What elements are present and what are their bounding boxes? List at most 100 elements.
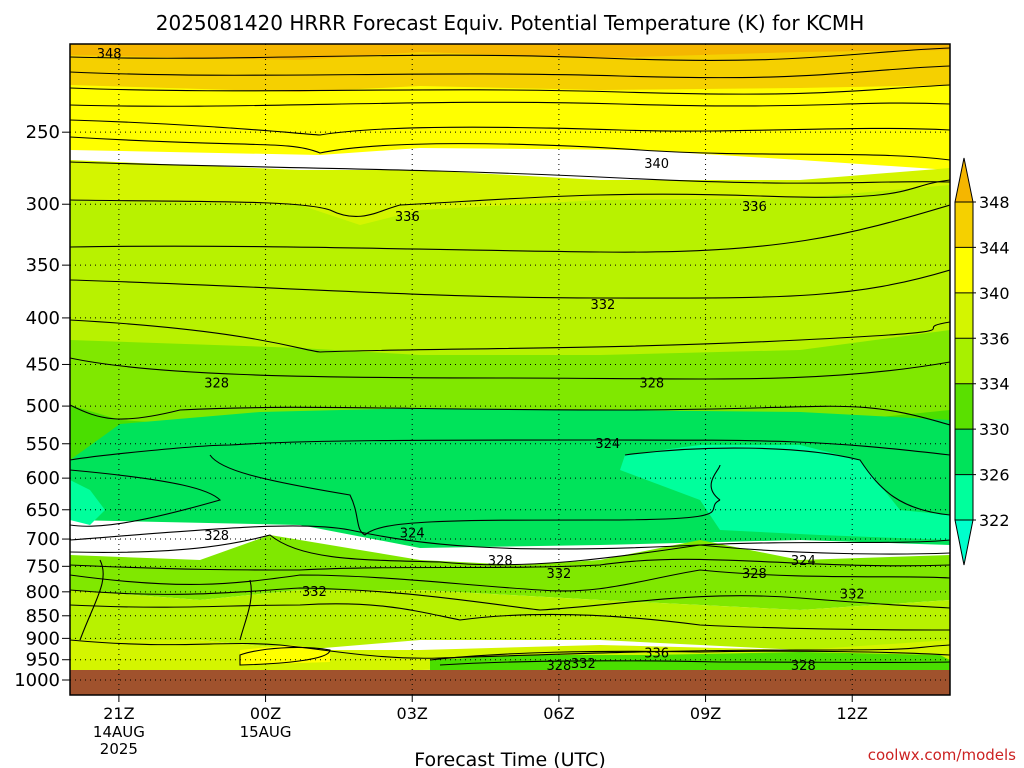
x-tick-label: 21Z	[103, 704, 134, 723]
contour-label: 328	[546, 659, 571, 674]
contour-fill-layer	[70, 44, 950, 695]
y-tick-label: 450	[26, 354, 60, 375]
x-tick-sublabel: 14AUG	[93, 723, 145, 741]
contour-label: 324	[595, 437, 620, 452]
band-334-336	[70, 185, 950, 390]
contour-label: 332	[840, 587, 865, 602]
contour-line	[70, 439, 950, 461]
x-tick-label: 03Z	[397, 704, 428, 723]
legend-label: 330	[979, 420, 1010, 439]
contour-line	[70, 558, 950, 571]
contour-line	[439, 660, 950, 666]
legend-label: 340	[979, 284, 1010, 303]
y-tick-label: 400	[26, 308, 60, 329]
contour-line	[70, 319, 950, 353]
credit-text: coolwx.com/models	[868, 746, 1016, 764]
band-low-level-green	[70, 535, 950, 610]
legend-label: 326	[979, 466, 1010, 485]
contour-label: 340	[644, 157, 669, 172]
contour-line	[70, 179, 950, 218]
y-tick-label: 800	[26, 582, 60, 603]
contour-line	[70, 47, 950, 61]
y-tick-label: 650	[26, 500, 60, 521]
contour-line	[239, 647, 331, 666]
contour-line	[70, 136, 950, 161]
contour-label: 328	[488, 554, 513, 569]
contour-label: 332	[571, 657, 596, 672]
contour-label: 324	[791, 554, 816, 569]
contour-label: 328	[791, 659, 816, 674]
legend-label: 322	[979, 511, 1010, 530]
x-tick-label: 06Z	[543, 704, 574, 723]
x-tick-label: 12Z	[837, 704, 868, 723]
contour-line	[429, 650, 950, 661]
contour-line	[239, 579, 252, 641]
x-tick-sublabel: 15AUG	[240, 723, 292, 741]
contour-line	[70, 569, 950, 592]
y-tick-label: 600	[26, 468, 60, 489]
chart-title: 2025081420 HRRR Forecast Equiv. Potentia…	[156, 11, 864, 35]
contour-line	[70, 101, 950, 107]
y-tick-label: 550	[26, 434, 60, 455]
y-tick-label: 950	[26, 650, 60, 671]
contour-line	[70, 161, 950, 184]
contour-label: 348	[97, 47, 122, 62]
contour-line	[710, 464, 721, 501]
legend-swatch	[955, 383, 973, 430]
contour-line	[70, 119, 950, 136]
y-tick-label: 900	[26, 628, 60, 649]
contour-line	[70, 204, 950, 253]
contour-line	[70, 639, 950, 659]
contour-line	[70, 534, 950, 566]
color-legend: 348 344 340 336 334 330 326 322	[954, 157, 1010, 566]
y-tick-label: 850	[26, 606, 60, 627]
plot-frame	[69, 43, 951, 696]
x-tick-label: 00Z	[250, 704, 281, 723]
legend-swatch	[955, 202, 973, 248]
y-tick-label: 700	[26, 529, 60, 550]
contour-label: 332	[546, 567, 571, 582]
y-tick-label: 750	[26, 556, 60, 577]
x-tick-label: 09Z	[690, 704, 721, 723]
legend-label: 334	[979, 375, 1010, 394]
legend-label: 344	[979, 238, 1010, 257]
contour-label: 336	[644, 646, 669, 661]
legend-swatch	[955, 338, 973, 384]
y-tick-label: 250	[26, 122, 60, 143]
legend-swatch	[955, 247, 973, 293]
y-tick-label: 300	[26, 194, 60, 215]
legend-top-arrow	[954, 157, 974, 203]
contour-label: 332	[302, 585, 327, 600]
contour-label: 336	[395, 210, 420, 225]
contour-line-layer	[70, 47, 950, 666]
contour-line	[209, 454, 721, 536]
legend-swatch	[955, 429, 973, 475]
contour-line	[70, 84, 950, 95]
contour-label: 328	[204, 376, 229, 391]
contour-label: 324	[400, 526, 425, 541]
contour-line	[70, 587, 950, 611]
contour-line	[70, 404, 950, 426]
contour-label: 332	[590, 298, 615, 313]
grid-layer	[70, 44, 950, 695]
contour-line	[70, 525, 950, 550]
band-below-322-west	[70, 480, 105, 525]
legend-bottom-arrow	[954, 519, 974, 566]
y-tick-label: 1000	[14, 670, 60, 691]
contour-line	[70, 269, 950, 299]
contour-line	[70, 357, 950, 380]
contour-label: 328	[639, 376, 664, 391]
legend-swatch	[955, 292, 973, 339]
contour-label: 336	[742, 200, 767, 215]
y-tick-label: 350	[26, 255, 60, 276]
legend-label: 336	[979, 329, 1010, 348]
contour-line	[70, 469, 222, 527]
x-axis-label: Forecast Time (UTC)	[414, 749, 605, 768]
x-tick-sublabel: 2025	[100, 740, 138, 758]
y-tick-label: 500	[26, 396, 60, 417]
contour-line	[79, 559, 104, 641]
legend-label: 348	[979, 193, 1010, 212]
legend-swatch	[955, 474, 973, 520]
